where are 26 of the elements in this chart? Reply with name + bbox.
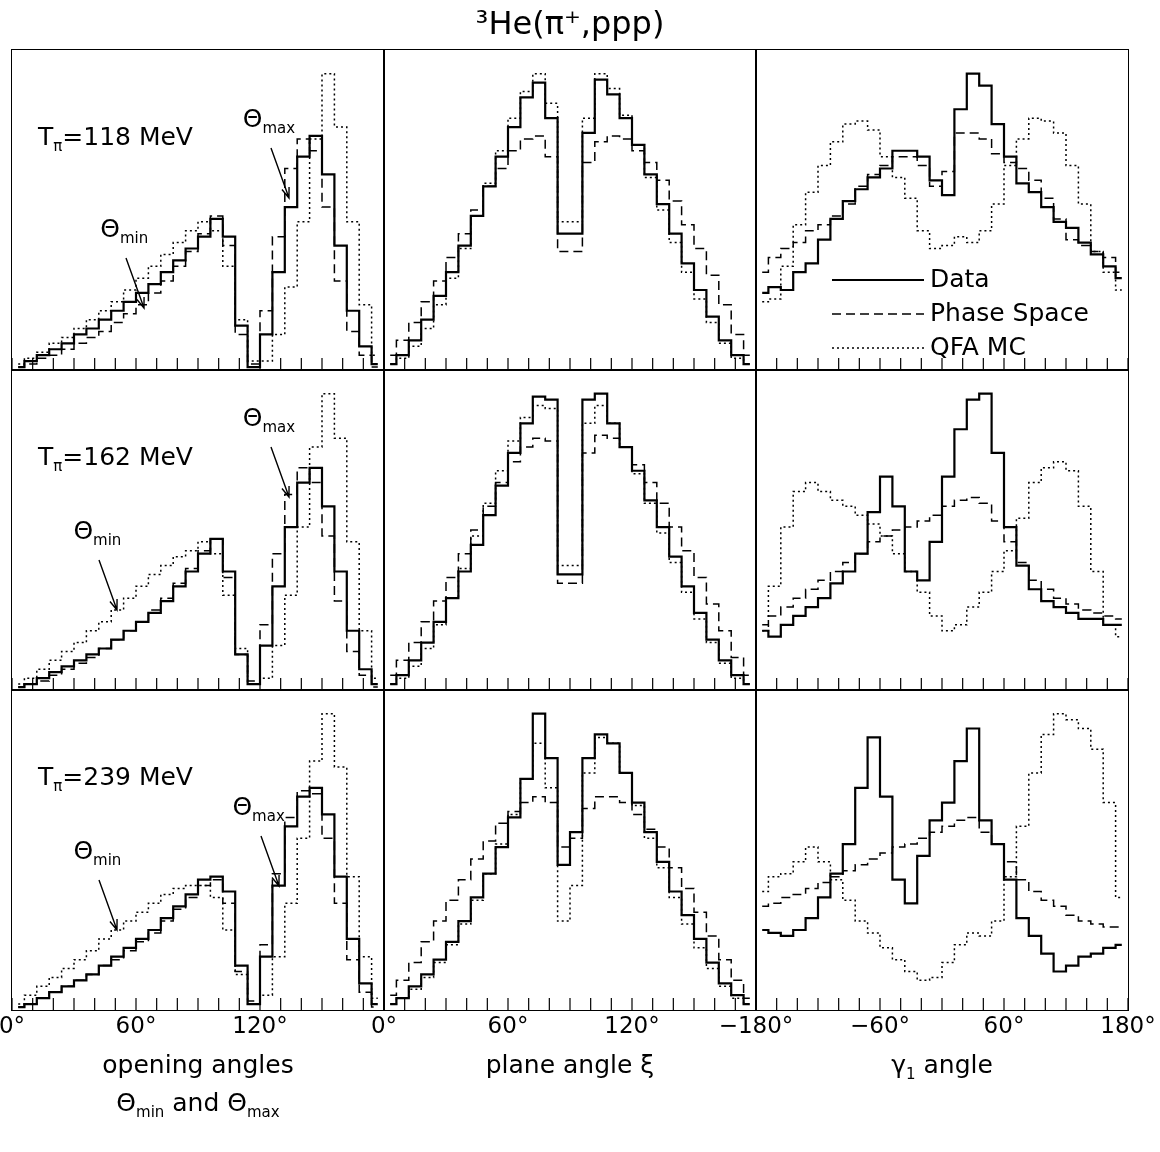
- annotation: Θ$_{max}$: [242, 103, 296, 137]
- chart-title: ³He(π⁺,ppp): [475, 4, 665, 42]
- annotation: T$_{π}$=162 MeV: [38, 442, 193, 475]
- annotation: Θ$_{min}$: [73, 515, 122, 549]
- x-tick-label: −180°: [718, 1012, 794, 1039]
- x-axis-title: opening angles Θ$_{min}$ and Θ$_{max}$: [101, 1049, 295, 1123]
- x-tick-label: 0°: [0, 1012, 26, 1039]
- legend-label: Phase Space: [930, 297, 1089, 327]
- x-tick-label: −60°: [849, 1012, 911, 1039]
- annotation: Θ$_{max}$: [242, 402, 296, 436]
- x-tick-label: 60°: [115, 1012, 157, 1039]
- annotation: Θ$_{min}$: [73, 835, 122, 869]
- x-tick-label: 60°: [983, 1012, 1025, 1039]
- x-tick-label: 120°: [604, 1012, 660, 1039]
- x-axis-title: γ$_{1}$ angle: [890, 1049, 994, 1085]
- legend-label: QFA MC: [930, 331, 1026, 361]
- legend-label: Data: [930, 263, 990, 293]
- x-tick-label: 180°: [1100, 1012, 1156, 1039]
- x-tick-label: 120°: [232, 1012, 288, 1039]
- annotation: T$_{π}$=239 MeV: [38, 762, 193, 795]
- x-tick-label: 0°: [370, 1012, 398, 1039]
- annotation: Θ$_{min}$: [100, 213, 149, 247]
- annotation: Θ$_{max}$: [232, 791, 285, 825]
- x-axis-title: plane angle ξ: [484, 1049, 656, 1081]
- annotation: T$_{π}$=118 MeV: [38, 122, 193, 155]
- x-tick-label: 60°: [487, 1012, 529, 1039]
